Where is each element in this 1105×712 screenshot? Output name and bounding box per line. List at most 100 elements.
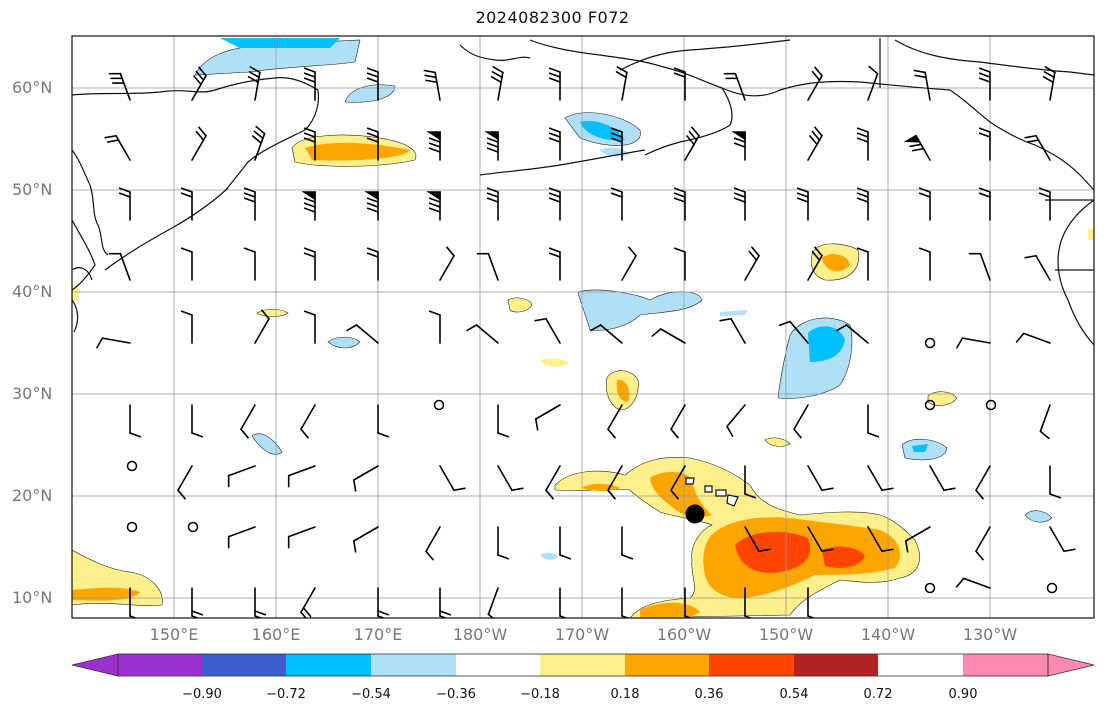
wind-barb [807,465,834,492]
wind-barb [129,404,142,438]
colorbar-tick: 0.90 [948,687,978,702]
wind-barb [180,310,193,344]
wind-barb [118,187,131,221]
wind-barb [1024,134,1051,161]
wind-barb [177,465,193,500]
wind-barb [867,65,879,101]
map-title: 2024082300 F072 [475,8,630,27]
wind-barb [487,587,499,618]
wind-barb [796,187,809,221]
wind-barb [1042,66,1056,101]
hawaiian-islands [685,477,739,507]
colorbar-tick: 0.36 [694,687,724,702]
wind-barb [621,526,634,560]
wind-barb [1024,254,1051,281]
lat-label-50: 50°N [12,180,53,199]
colorbar-segment [202,654,286,676]
wind-barb [807,126,823,161]
colorbar-low-extend [71,653,119,677]
wind-barb [673,67,686,101]
wind-barb [346,324,379,344]
lon-label-160e: 160°E [251,625,301,644]
wind-barb [352,465,379,492]
wind-barb [607,465,623,500]
wind-barb [484,131,499,161]
wind-barb [303,247,316,281]
colorbar-segment [794,654,878,676]
wind-barb [548,127,561,161]
wind-barb [227,526,256,549]
lon-label-180w: 180°W [452,625,508,644]
wind-barb [426,131,441,161]
wind-barb [968,252,991,281]
wind-barb [744,526,771,553]
lon-label-150e: 150°E [149,625,199,644]
wind-barb [366,67,379,101]
wind-barb [497,404,510,438]
wind-barb [191,126,207,161]
wind-barb [303,127,316,161]
wind-barb [303,67,316,101]
wind-barb [191,66,207,101]
wind-barb [975,465,991,500]
wind-barb [108,252,131,281]
lon-label-170e: 170°E [353,625,403,644]
wind-barb [904,526,931,553]
wind-barb [1049,526,1076,553]
map-area [72,36,1094,618]
wind-barb [975,526,991,561]
wind-barb [254,309,270,344]
colorbar-high-extend [1047,653,1095,677]
wind-barbs [96,65,1076,618]
wind-barb [955,577,991,589]
wind-barb [366,247,379,281]
colorbar-tick: −0.90 [182,687,222,702]
wind-barb [913,69,931,101]
wind-barb [240,404,256,439]
wind-barb [300,404,316,439]
wind-barb [807,246,823,281]
colorbar-segment [963,654,1048,676]
wind-barb [610,127,623,161]
wind-barb [180,187,193,221]
wind-barb [247,66,261,101]
wind-barb [180,247,193,281]
wind-barb [590,324,623,344]
lon-label-150w: 150°W [758,625,814,644]
wind-barb [903,134,931,161]
wind-barb [104,134,131,161]
wind-barb [673,247,686,281]
lat-label-30: 30°N [12,384,53,403]
wind-barb [856,187,869,221]
wind-barb [425,526,441,561]
wind-barb [227,465,256,488]
colorbar-tick: −0.18 [520,687,560,702]
wind-barb [929,465,956,492]
wind-barb [867,465,894,492]
wind-barb [534,317,561,344]
wind-barb [607,404,623,439]
wind-barb [726,404,746,437]
calm-circles [126,337,1058,594]
wind-barb [673,187,686,221]
colorbar-segment [540,654,625,676]
wind-barb [423,69,441,101]
lat-label-10: 10°N [12,588,53,607]
wind-barb [559,587,568,618]
wind-barb [243,247,256,281]
wind-barb [778,320,809,344]
wind-barb [301,191,316,221]
wind-barb [428,310,441,344]
wind-barb [978,127,991,161]
wind-barb [497,526,510,560]
anomaly-fills [72,38,1094,618]
wind-barb [108,72,131,101]
wind-barb [254,587,267,618]
wind-barb [1049,465,1062,499]
wind-barb [486,187,499,221]
wind-barb [719,317,746,344]
wind-barb [836,324,869,344]
wind-barb [723,72,746,101]
wind-barb [918,187,931,221]
